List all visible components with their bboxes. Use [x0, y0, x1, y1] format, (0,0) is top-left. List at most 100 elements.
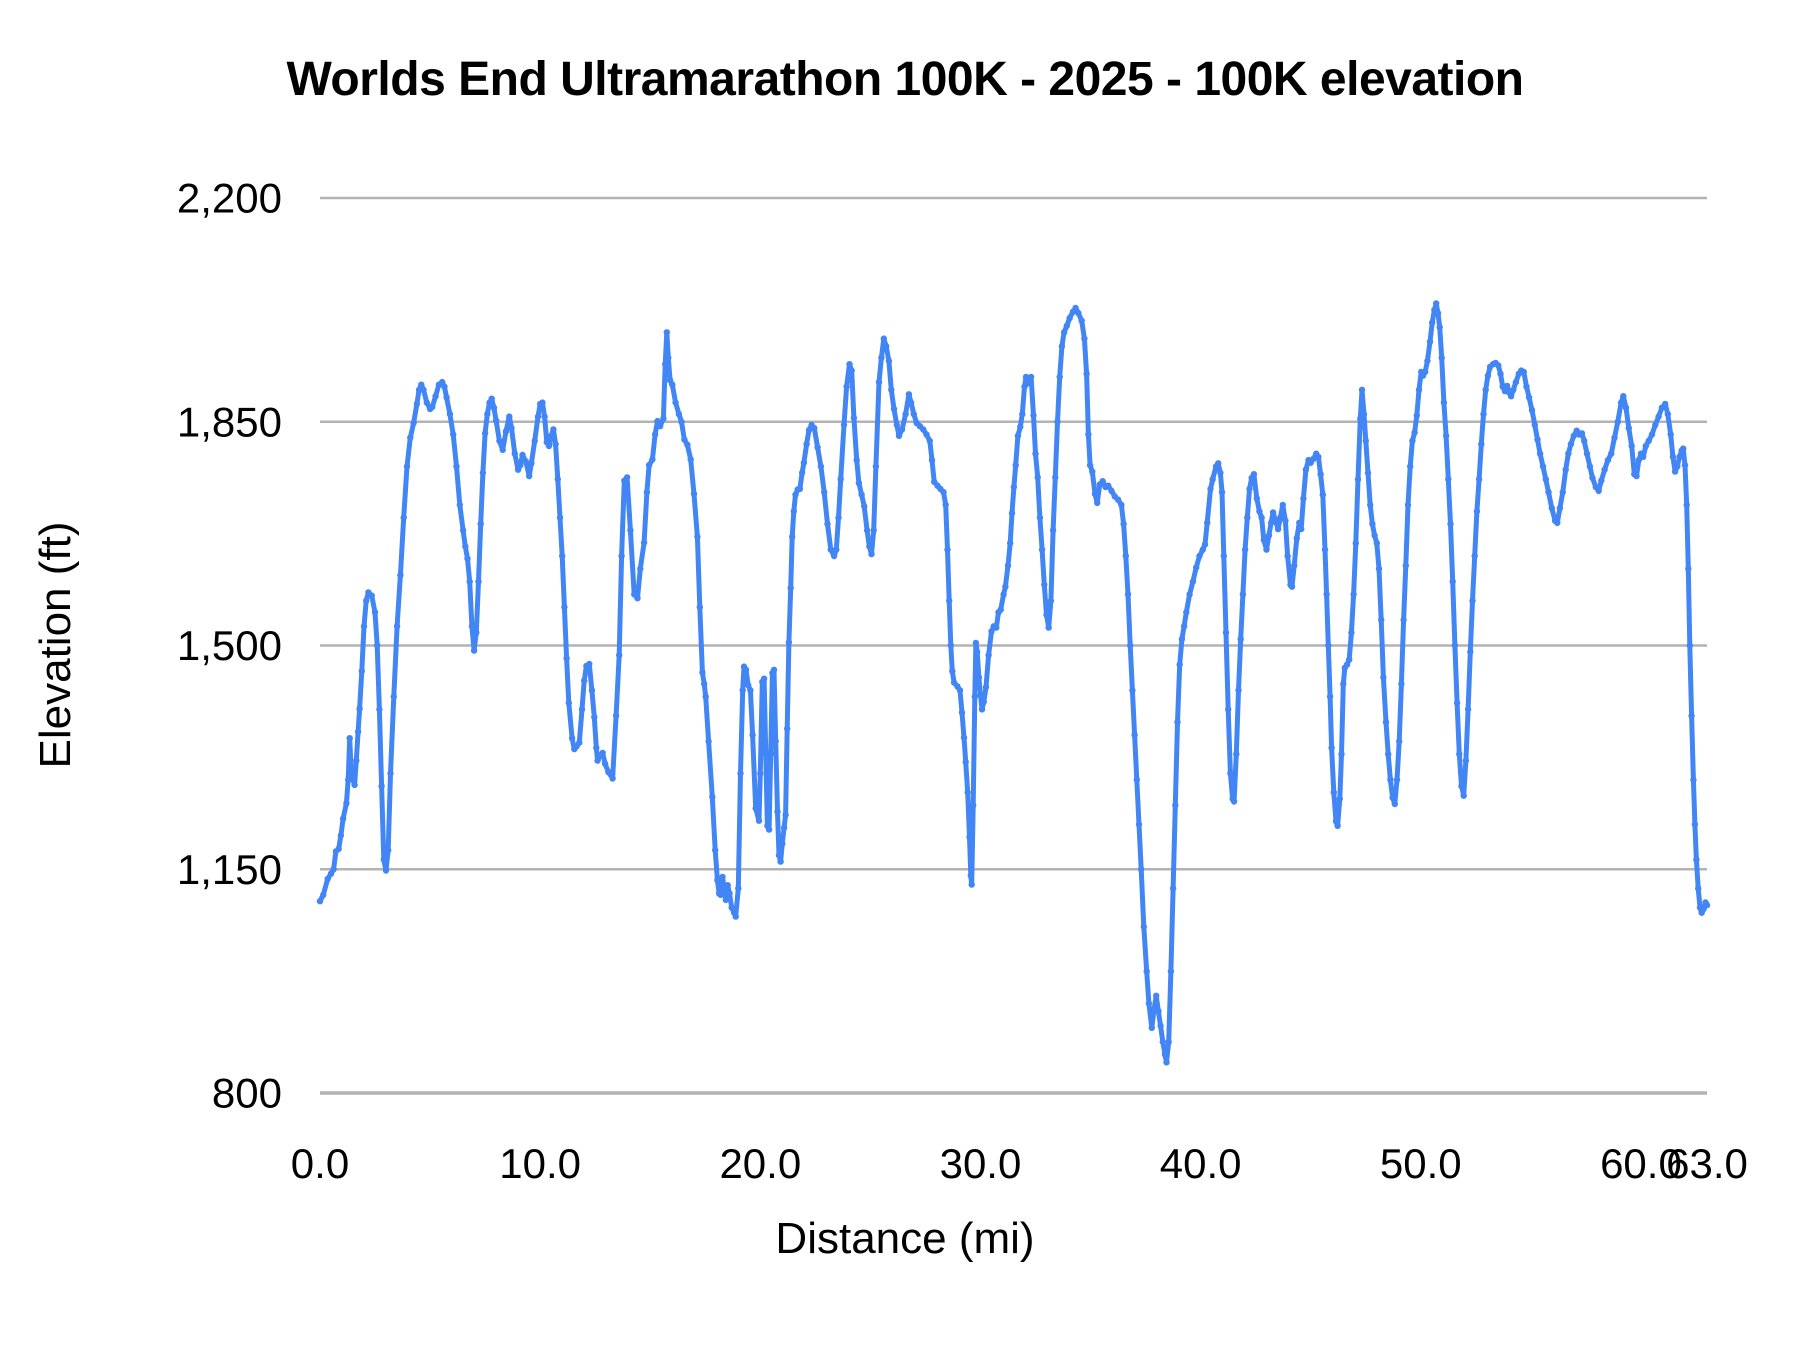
data-point-marker [1645, 437, 1652, 445]
data-point-marker [678, 418, 685, 425]
data-point-marker [1690, 776, 1697, 783]
data-point-marker [407, 434, 414, 441]
data-point-marker [1434, 309, 1442, 317]
data-point-marker [1652, 421, 1659, 429]
data-point-marker [1225, 706, 1232, 713]
data-point-marker [1469, 597, 1476, 604]
data-point-marker [1422, 368, 1429, 376]
data-point-marker [1161, 1051, 1169, 1058]
data-point-marker [978, 706, 986, 713]
data-point-marker [1512, 378, 1520, 386]
data-point-marker [506, 413, 513, 420]
data-point-marker [1056, 373, 1063, 381]
data-point-marker [616, 651, 623, 659]
data-point-marker [712, 846, 719, 854]
data-point-marker [872, 463, 880, 470]
data-point-marker [601, 760, 609, 767]
data-point-marker [1325, 642, 1332, 649]
data-point-marker [316, 898, 324, 905]
data-point-marker [1482, 386, 1489, 393]
data-point-marker [1648, 431, 1656, 438]
data-point-marker [413, 400, 421, 408]
data-point-marker [387, 770, 394, 777]
data-point-marker [800, 459, 808, 466]
data-point-marker [1323, 591, 1330, 598]
data-point-marker [663, 329, 670, 336]
data-point-marker [1595, 487, 1602, 494]
data-point-marker [568, 735, 576, 742]
data-point-marker [526, 472, 533, 480]
data-point-marker [977, 692, 984, 699]
data-point-marker [1052, 474, 1059, 481]
data-point-marker [1293, 534, 1301, 542]
data-point-marker [993, 624, 1000, 631]
data-point-marker [1382, 719, 1390, 726]
data-point-marker [1129, 687, 1136, 694]
data-point-marker [488, 395, 495, 402]
data-point-marker [649, 456, 656, 463]
data-point-marker [1570, 432, 1578, 439]
data-point-marker [796, 485, 804, 493]
data-point-marker [550, 426, 557, 433]
data-point-marker [684, 441, 691, 448]
data-point-marker [1220, 552, 1228, 560]
data-point-marker [785, 639, 793, 646]
data-point-marker [1138, 866, 1145, 873]
data-point-marker [390, 693, 397, 700]
data-point-marker [1400, 616, 1407, 624]
data-point-marker [563, 655, 570, 662]
data-point-marker [850, 414, 858, 422]
data-point-marker [1174, 719, 1181, 726]
data-point-marker [1664, 410, 1672, 418]
data-point-marker [940, 488, 947, 496]
data-point-marker [578, 706, 586, 713]
data-point-marker [627, 527, 634, 534]
data-point-marker [656, 423, 664, 430]
data-point-marker [1085, 431, 1092, 438]
data-point-marker [1440, 399, 1448, 406]
data-point-marker [1369, 520, 1376, 528]
data-point-marker [371, 609, 379, 616]
data-point-marker [1148, 1024, 1156, 1032]
data-point-marker [484, 410, 491, 418]
data-point-marker [722, 896, 729, 904]
data-point-marker [728, 904, 735, 911]
data-point-marker [1586, 463, 1594, 470]
data-point-marker [1525, 394, 1533, 401]
data-point-marker [662, 361, 669, 368]
data-point-marker [1155, 1008, 1162, 1015]
data-point-marker [581, 677, 588, 684]
data-point-marker [814, 444, 821, 451]
data-point-marker [1047, 597, 1055, 604]
data-point-marker [1683, 501, 1690, 509]
data-point-marker [1272, 517, 1279, 524]
data-point-marker [1330, 789, 1338, 796]
data-point-marker [777, 858, 784, 865]
chart-title: Worlds End Ultramarathon 100K - 2025 - 1… [286, 53, 1524, 106]
data-point-marker [762, 751, 769, 758]
data-point-marker [337, 832, 345, 839]
data-point-marker [1467, 648, 1474, 656]
data-point-marker [1411, 429, 1418, 436]
data-point-marker [1695, 885, 1702, 892]
data-point-marker [1274, 525, 1282, 533]
data-point-marker [1567, 440, 1575, 448]
data-point-marker [496, 437, 503, 445]
y-axis-title: Elevation (ft) [31, 522, 80, 769]
data-point-marker [1413, 412, 1421, 419]
data-point-marker [960, 734, 968, 741]
data-point-marker [1176, 661, 1183, 668]
data-point-marker [1008, 510, 1016, 517]
data-point-marker [432, 393, 439, 400]
data-point-marker [1201, 541, 1209, 548]
data-point-marker [1253, 495, 1261, 502]
data-point-marker [827, 546, 834, 553]
x-tick-10: 10.0 [499, 1140, 581, 1187]
data-point-marker [962, 758, 969, 766]
data-point-marker [971, 693, 978, 700]
data-point-marker [755, 817, 763, 824]
data-point-marker [1447, 520, 1454, 528]
data-point-marker [770, 666, 778, 673]
data-point-marker [473, 629, 480, 636]
